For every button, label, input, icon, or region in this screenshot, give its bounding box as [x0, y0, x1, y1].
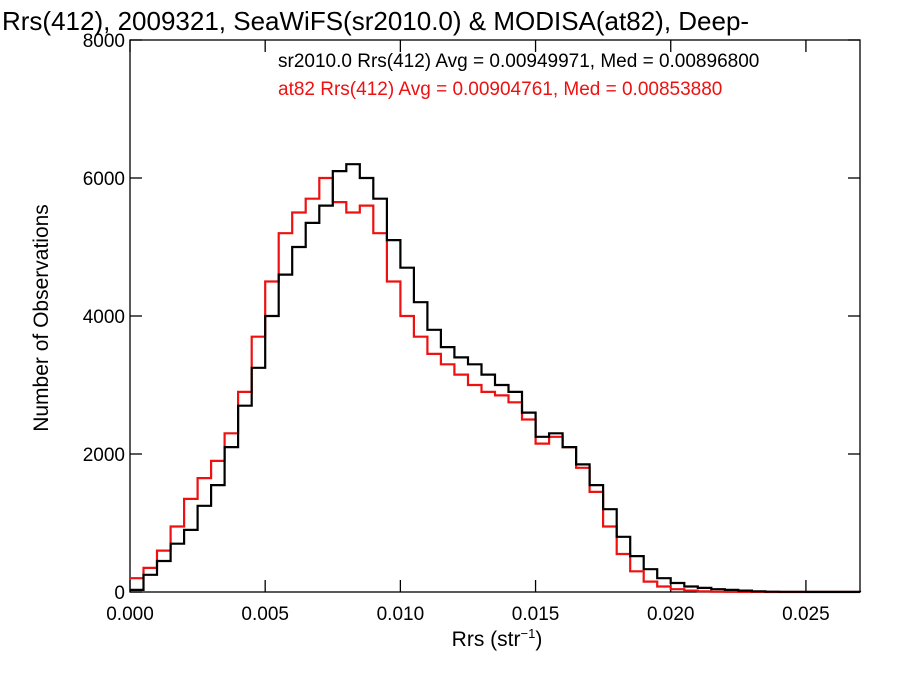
y-axis-ticks: 0 2000 4000 6000 8000	[83, 31, 860, 604]
x-tick-label: 0.010	[377, 604, 425, 625]
y-tick-label: 0	[114, 583, 125, 604]
x-tick-label: 0.025	[782, 604, 830, 625]
chart-title: Rrs(412), 2009321, SeaWiFS(sr2010.0) & M…	[2, 6, 749, 36]
series-at82-line	[130, 176, 860, 594]
x-tick-label: 0.020	[647, 604, 695, 625]
x-axis-label-main: Rrs (str	[452, 628, 521, 651]
y-tick-label: 8000	[83, 31, 125, 52]
legend-entry-sr2010: sr2010.0 Rrs(412) Avg = 0.00949971, Med …	[278, 51, 759, 72]
x-tick-label: 0.015	[512, 604, 560, 625]
y-tick-label: 4000	[83, 307, 125, 328]
x-tick-label: 0.000	[106, 604, 154, 625]
x-axis-label: Rrs (str−1)	[452, 626, 543, 651]
y-tick-label: 2000	[83, 445, 125, 466]
legend-entry-at82: at82 Rrs(412) Avg = 0.00904761, Med = 0.…	[278, 79, 722, 100]
x-axis-label-close: )	[535, 628, 542, 651]
series-group	[130, 163, 862, 594]
x-axis-ticks: 0.000 0.005 0.010 0.015 0.020 0.025	[106, 40, 830, 625]
x-axis-label-superscript: −1	[521, 626, 536, 641]
y-axis-label: Number of Observations	[30, 204, 53, 432]
y-tick-label: 6000	[83, 169, 125, 190]
x-tick-label: 0.005	[241, 604, 289, 625]
series-sr2010-line	[130, 163, 862, 593]
